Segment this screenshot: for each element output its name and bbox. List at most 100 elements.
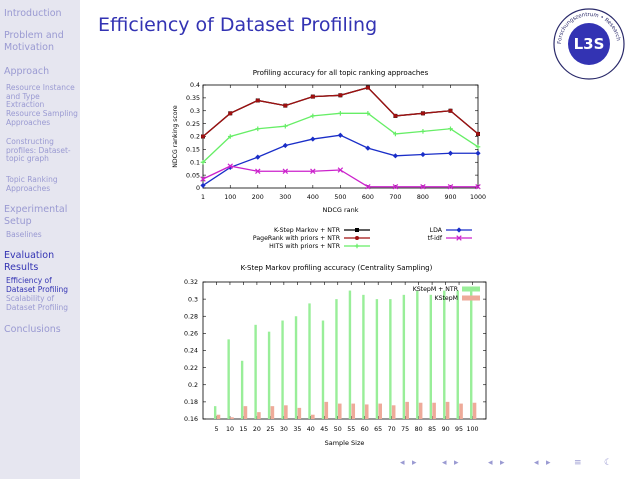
x-tick-label: 35 (293, 426, 301, 433)
sidebar-item-scalability[interactable]: Scalability of Dataset Profiling (6, 294, 69, 312)
series-marker (420, 183, 426, 190)
y-tick-label: 0.16 (184, 416, 198, 423)
series-marker (338, 111, 343, 116)
x-tick-label: 100 (467, 426, 479, 433)
x-axis-label: Sample Size (325, 439, 365, 447)
legend-label: KStepM + NTR (413, 286, 459, 293)
sidebar-item-constructing-profiles[interactable]: Constructing profiles: Dataset-topic gra… (6, 137, 71, 164)
y-tick-label: 0.24 (184, 348, 198, 355)
bar-kstepm-ntr (254, 324, 257, 419)
bar-kstepm (337, 403, 342, 419)
bar-kstepm (311, 414, 315, 419)
sidebar-item-resource-instance[interactable]: Resource Instance and Type Extraction (6, 83, 75, 110)
sidebar-section-experimental-setup[interactable]: Experimental Setup (4, 204, 68, 227)
sidebar-section-evaluation-results[interactable]: Evaluation Results (4, 250, 55, 273)
series-marker (200, 176, 206, 182)
x-tick-label: 100 (224, 194, 236, 201)
sidebar-section-problem-and-motivation[interactable]: Problem and Motivation (4, 30, 64, 53)
series-marker (255, 98, 260, 103)
series-marker (365, 145, 371, 151)
series-marker (456, 235, 462, 241)
x-tick-label: 75 (401, 426, 409, 433)
navigation-bar: ◂ ▸ ◂ ▸ ◂ ▸ ◂ ▸ ≡ ☾ (398, 458, 628, 474)
bar-kstepm-ntr (308, 303, 311, 419)
series-marker (337, 132, 343, 138)
series-marker (255, 126, 261, 132)
bar-kstepm-ntr (213, 406, 217, 419)
y-tick-label: 0.2 (188, 382, 198, 389)
legend-label: LDA (430, 227, 443, 234)
nav-subsection-right-icon[interactable]: ▸ (500, 458, 505, 468)
series-marker (447, 150, 454, 156)
x-tick-label: 500 (334, 194, 346, 201)
series-marker (365, 183, 371, 190)
bar-kstepm (445, 401, 450, 419)
sidebar-item-baselines[interactable]: Baselines (6, 230, 42, 239)
bar-kstepm-ntr (321, 320, 325, 419)
page-title: Efficiency of Dataset Profiling (98, 14, 378, 36)
nav-right-icon[interactable]: ▸ (412, 458, 417, 468)
legend-key (344, 236, 370, 240)
sidebar-section-conclusions[interactable]: Conclusions (4, 324, 61, 335)
nav-section-right-icon[interactable]: ▸ (454, 458, 459, 468)
bar-kstepm (472, 402, 477, 419)
sidebar-item-topic-ranking[interactable]: Topic Ranking Approaches (6, 175, 58, 193)
x-tick-label: 600 (362, 194, 374, 201)
bar-kstepm (230, 417, 234, 419)
nav-section-left-icon[interactable]: ◂ (442, 458, 447, 468)
x-tick-label: 40 (307, 426, 315, 433)
series-marker (282, 142, 288, 149)
x-tick-label: 200 (252, 194, 264, 201)
nav-align-icon[interactable]: ≡ (574, 458, 582, 468)
x-tick-label: 85 (428, 426, 436, 433)
series-marker (200, 159, 206, 165)
y-axis-label: NDCG ranking score (172, 105, 179, 168)
y-tick-label: 0.22 (184, 365, 198, 372)
x-tick-label: 700 (389, 194, 401, 201)
bar-kstepm (243, 406, 248, 419)
bar-kstepm (459, 403, 463, 419)
nav-frame-left-icon[interactable]: ◂ (534, 458, 539, 468)
bar-kstepm-ntr (375, 299, 379, 419)
y-tick-label: 0.3 (190, 108, 200, 115)
x-tick-label: 25 (266, 426, 274, 433)
legend-label: K-Step Markov + NTR (274, 227, 341, 234)
bar-kstepm (418, 402, 423, 419)
series-marker (227, 134, 233, 139)
series-marker (420, 111, 425, 116)
logo-text: L3S (574, 35, 605, 53)
nav-search-icon[interactable]: ☾ (604, 458, 613, 468)
bar-kstepm (405, 401, 409, 419)
legend-key (462, 295, 480, 301)
bar-kstepm-ntr (348, 290, 352, 419)
nav-left-icon[interactable]: ◂ (400, 458, 405, 468)
x-tick-label: 900 (444, 194, 456, 201)
series-marker (227, 163, 233, 169)
x-tick-label: 95 (455, 426, 463, 433)
y-tick-label: 0.25 (186, 121, 200, 128)
y-tick-label: 0.3 (188, 296, 198, 303)
series-marker (355, 236, 359, 240)
x-tick-label: 15 (239, 426, 247, 433)
bar-kstepm-ntr (335, 299, 338, 419)
series-marker (337, 167, 344, 173)
x-tick-label: 20 (253, 426, 261, 433)
bar-kstepm (257, 412, 261, 419)
sidebar-section-introduction[interactable]: Introduction (4, 8, 62, 19)
bar-kstepm (284, 405, 288, 419)
x-tick-label: 1000 (470, 194, 486, 201)
sidebar-item-efficiency[interactable]: Efficiency of Dataset Profiling (6, 276, 69, 294)
nav-subsection-left-icon[interactable]: ◂ (488, 458, 493, 468)
series-marker (448, 108, 453, 113)
bar-kstepm (378, 403, 382, 419)
nav-frame-right-icon[interactable]: ▸ (546, 458, 551, 468)
y-tick-label: 0.2 (190, 134, 200, 141)
bar-kstepm-ntr (240, 360, 244, 419)
sidebar-section-approach[interactable]: Approach (4, 66, 50, 77)
series-tfidf (200, 163, 481, 190)
y-tick-label: 0.15 (186, 147, 200, 154)
sidebar-item-resource-sampling[interactable]: Resource Sampling Approaches (6, 109, 78, 127)
series-marker (448, 126, 453, 132)
chart-title: Profiling accuracy for all topic ranking… (253, 69, 429, 77)
